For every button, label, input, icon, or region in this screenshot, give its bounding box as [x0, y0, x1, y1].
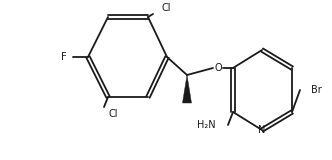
Text: Cl: Cl: [161, 3, 171, 13]
Text: H₂N: H₂N: [198, 120, 216, 130]
Text: Cl: Cl: [108, 109, 118, 119]
Text: N: N: [258, 125, 266, 135]
Text: O: O: [214, 63, 222, 73]
Polygon shape: [183, 75, 192, 103]
Text: Br: Br: [311, 85, 322, 95]
Text: F: F: [61, 52, 67, 62]
